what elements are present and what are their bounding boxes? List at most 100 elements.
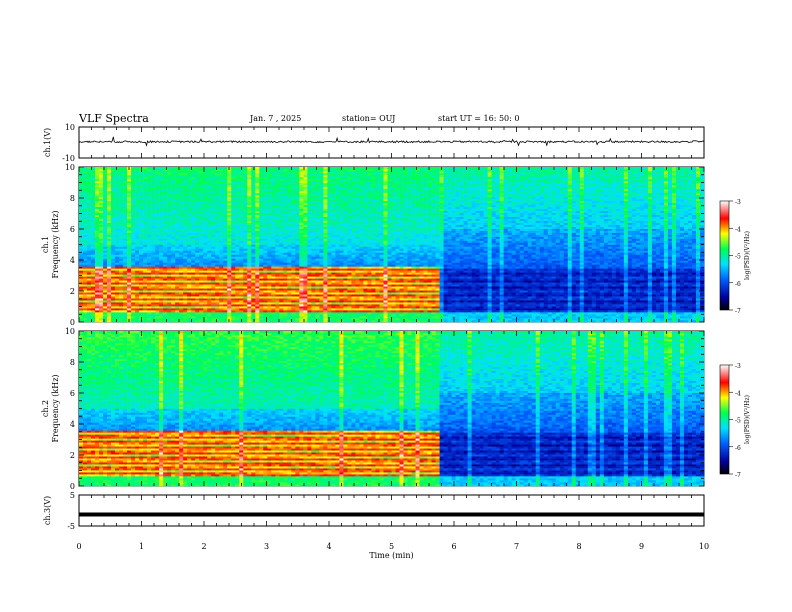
spectrogram-cell bbox=[187, 248, 192, 251]
spectrogram-cell bbox=[239, 238, 244, 241]
spectrogram-cell bbox=[139, 238, 144, 241]
spectrogram-cell bbox=[155, 256, 160, 259]
spectrogram-cell bbox=[199, 314, 204, 317]
spectrogram-cell bbox=[295, 172, 300, 176]
spectrogram-cell bbox=[303, 184, 308, 188]
spectrogram-cell bbox=[207, 262, 212, 265]
spectrogram-cell bbox=[243, 320, 248, 323]
spectrogram-cell bbox=[303, 212, 308, 215]
spectrogram-cell bbox=[223, 172, 228, 176]
spectrogram-cell bbox=[259, 202, 264, 206]
spectrogram-cell bbox=[207, 290, 212, 293]
spectrogram-cell bbox=[147, 176, 152, 180]
spectrogram-cell bbox=[283, 180, 288, 184]
spectrogram-cell bbox=[323, 172, 328, 176]
spectrogram-cell bbox=[167, 170, 172, 174]
spectrogram-cell bbox=[143, 262, 148, 265]
spectrogram-cell bbox=[183, 284, 188, 287]
spectrogram-cell bbox=[135, 192, 140, 196]
spectrogram-cell bbox=[159, 186, 164, 190]
spectrogram-cell bbox=[283, 178, 288, 182]
spectrogram-cell bbox=[95, 190, 100, 194]
spectrogram-cell bbox=[151, 282, 156, 285]
spectrogram-cell bbox=[255, 210, 260, 214]
spectrogram-cell bbox=[327, 236, 332, 239]
spectrogram-cell bbox=[199, 210, 204, 214]
spectrogram-cell bbox=[259, 222, 264, 225]
spectrogram-cell bbox=[159, 224, 164, 227]
spectrogram-cell bbox=[131, 304, 136, 307]
spectrogram-cell bbox=[159, 240, 164, 243]
spectrogram-cell bbox=[199, 230, 204, 233]
spectrogram-cell bbox=[263, 240, 268, 243]
spectrogram-cell bbox=[83, 248, 88, 251]
spectrogram-cell bbox=[127, 292, 132, 295]
spectrogram-cell bbox=[227, 298, 232, 301]
spectrogram-cell bbox=[247, 264, 252, 267]
spectrogram-cell bbox=[171, 238, 176, 241]
spectrogram-cell bbox=[207, 208, 212, 212]
spectrogram-cell bbox=[167, 218, 172, 221]
spectrogram-cell bbox=[107, 220, 112, 223]
spectrogram-cell bbox=[311, 176, 316, 180]
spectrogram-cell bbox=[315, 290, 320, 293]
spectrogram-cell bbox=[151, 314, 156, 317]
spectrogram-cell bbox=[135, 248, 140, 251]
spectrogram-cell bbox=[95, 292, 100, 295]
spectrogram-cell bbox=[119, 186, 124, 190]
spectrogram-cell bbox=[199, 276, 204, 279]
spectrogram-cell bbox=[327, 316, 332, 319]
spectrogram-cell bbox=[179, 314, 184, 317]
spectrogram-cell bbox=[103, 292, 108, 295]
spectrogram-cell bbox=[159, 194, 164, 198]
spectrogram-cell bbox=[207, 288, 212, 291]
spectrogram-cell bbox=[323, 302, 328, 305]
spectrogram-cell bbox=[139, 200, 144, 204]
spectrogram-cell bbox=[195, 238, 200, 241]
spectrogram-cell bbox=[211, 250, 216, 253]
spectrogram-cell bbox=[215, 272, 220, 275]
spectrogram-cell bbox=[159, 282, 164, 285]
spectrogram-cell bbox=[231, 316, 236, 319]
spectrogram-cell bbox=[175, 167, 180, 170]
spectrogram-cell bbox=[183, 220, 188, 223]
spectrogram-cell bbox=[251, 228, 256, 231]
spectrogram-cell bbox=[231, 276, 236, 279]
spectrogram-cell bbox=[151, 260, 156, 263]
spectrogram-cell bbox=[143, 180, 148, 184]
spectrogram-cell bbox=[95, 282, 100, 285]
spectrogram-cell bbox=[179, 296, 184, 299]
spectrogram-cell bbox=[207, 200, 212, 204]
spectrogram-cell bbox=[147, 228, 152, 231]
spectrogram-cell bbox=[179, 258, 184, 261]
spectrogram-cell bbox=[283, 310, 288, 313]
spectrogram-cell bbox=[223, 242, 228, 245]
spectrogram-cell bbox=[311, 274, 316, 277]
spectrogram-cell bbox=[227, 226, 232, 229]
spectrogram-cell bbox=[131, 180, 136, 184]
spectrogram-cell bbox=[115, 270, 120, 273]
spectrogram-cell bbox=[219, 280, 224, 283]
spectrogram-cell bbox=[147, 167, 152, 170]
spectrogram-cell bbox=[151, 214, 156, 217]
spectrogram-cell bbox=[243, 280, 248, 283]
spectrogram-cell bbox=[235, 208, 240, 212]
spectrogram-cell bbox=[187, 220, 192, 223]
spectrogram-cell bbox=[231, 312, 236, 315]
spectrogram-cell bbox=[91, 238, 96, 241]
spectrogram-cell bbox=[115, 242, 120, 245]
spectrogram-cell bbox=[95, 206, 100, 210]
spectrogram-cell bbox=[255, 186, 260, 190]
spectrogram-cell bbox=[127, 224, 132, 227]
spectrogram-cell bbox=[223, 178, 228, 182]
spectrogram-cell bbox=[247, 224, 252, 227]
spectrogram-cell bbox=[295, 280, 300, 283]
spectrogram-cell bbox=[235, 266, 240, 269]
spectrogram-cell bbox=[267, 204, 272, 208]
spectrogram-cell bbox=[271, 216, 276, 219]
spectrogram-cell bbox=[123, 170, 128, 174]
spectrogram-cell bbox=[115, 236, 120, 239]
spectrogram-cell bbox=[311, 224, 316, 227]
spectrogram-cell bbox=[251, 274, 256, 277]
spectrogram-cell bbox=[235, 198, 240, 202]
